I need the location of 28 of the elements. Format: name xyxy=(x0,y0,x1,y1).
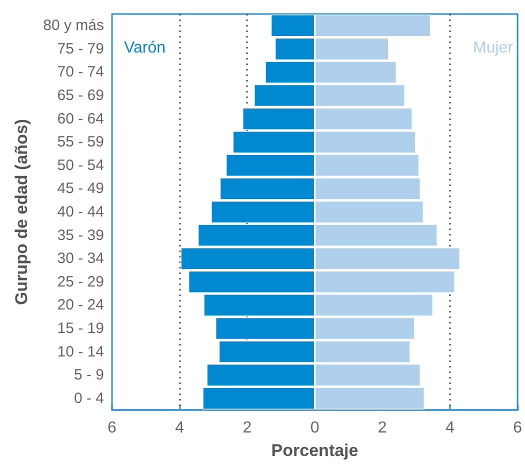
y-tick-label: 55 - 59 xyxy=(57,134,104,151)
text: Varón xyxy=(124,40,166,56)
x-tick-label: 4 xyxy=(175,420,184,436)
y-tick-label: 60 - 64 xyxy=(57,110,104,128)
y-tick-label: 35 - 39 xyxy=(57,226,104,244)
y-tick-label: 80 y más xyxy=(43,17,104,34)
x-tick-label: 0 xyxy=(310,420,320,436)
y-tick-label: 40 - 44 xyxy=(57,204,104,220)
y-axis-title: Gurupo de edad (años) xyxy=(12,118,31,306)
x-tick-label: 4 xyxy=(446,420,455,436)
y-tick-label: 75 - 79 xyxy=(57,40,104,58)
y-tick-label: 45 - 49 xyxy=(57,180,104,198)
y-tick-label: 15 - 19 xyxy=(57,320,104,337)
x-tick-label: 6 xyxy=(108,420,117,436)
y-tick-label: 65 - 69 xyxy=(57,87,104,104)
y-tick-label: 10 - 14 xyxy=(57,343,104,360)
text: Mujer xyxy=(472,40,514,56)
y-tick-label: 30 - 34 xyxy=(57,250,104,268)
x-tick-label: 6 xyxy=(513,420,522,436)
x-tick-label: 2 xyxy=(242,420,252,436)
y-tick-label: 70 - 74 xyxy=(57,64,104,81)
y-tick-label: 5 - 9 xyxy=(74,366,104,384)
y-tick-label: 50 - 54 xyxy=(57,156,104,174)
y-tick-label: 0 - 4 xyxy=(74,390,104,407)
x-tick-label: 2 xyxy=(378,420,387,436)
x-axis-title: Porcentaje xyxy=(271,441,358,460)
y-tick-label: 25 - 29 xyxy=(57,273,104,290)
y-tick-label: 20 - 24 xyxy=(57,296,104,314)
